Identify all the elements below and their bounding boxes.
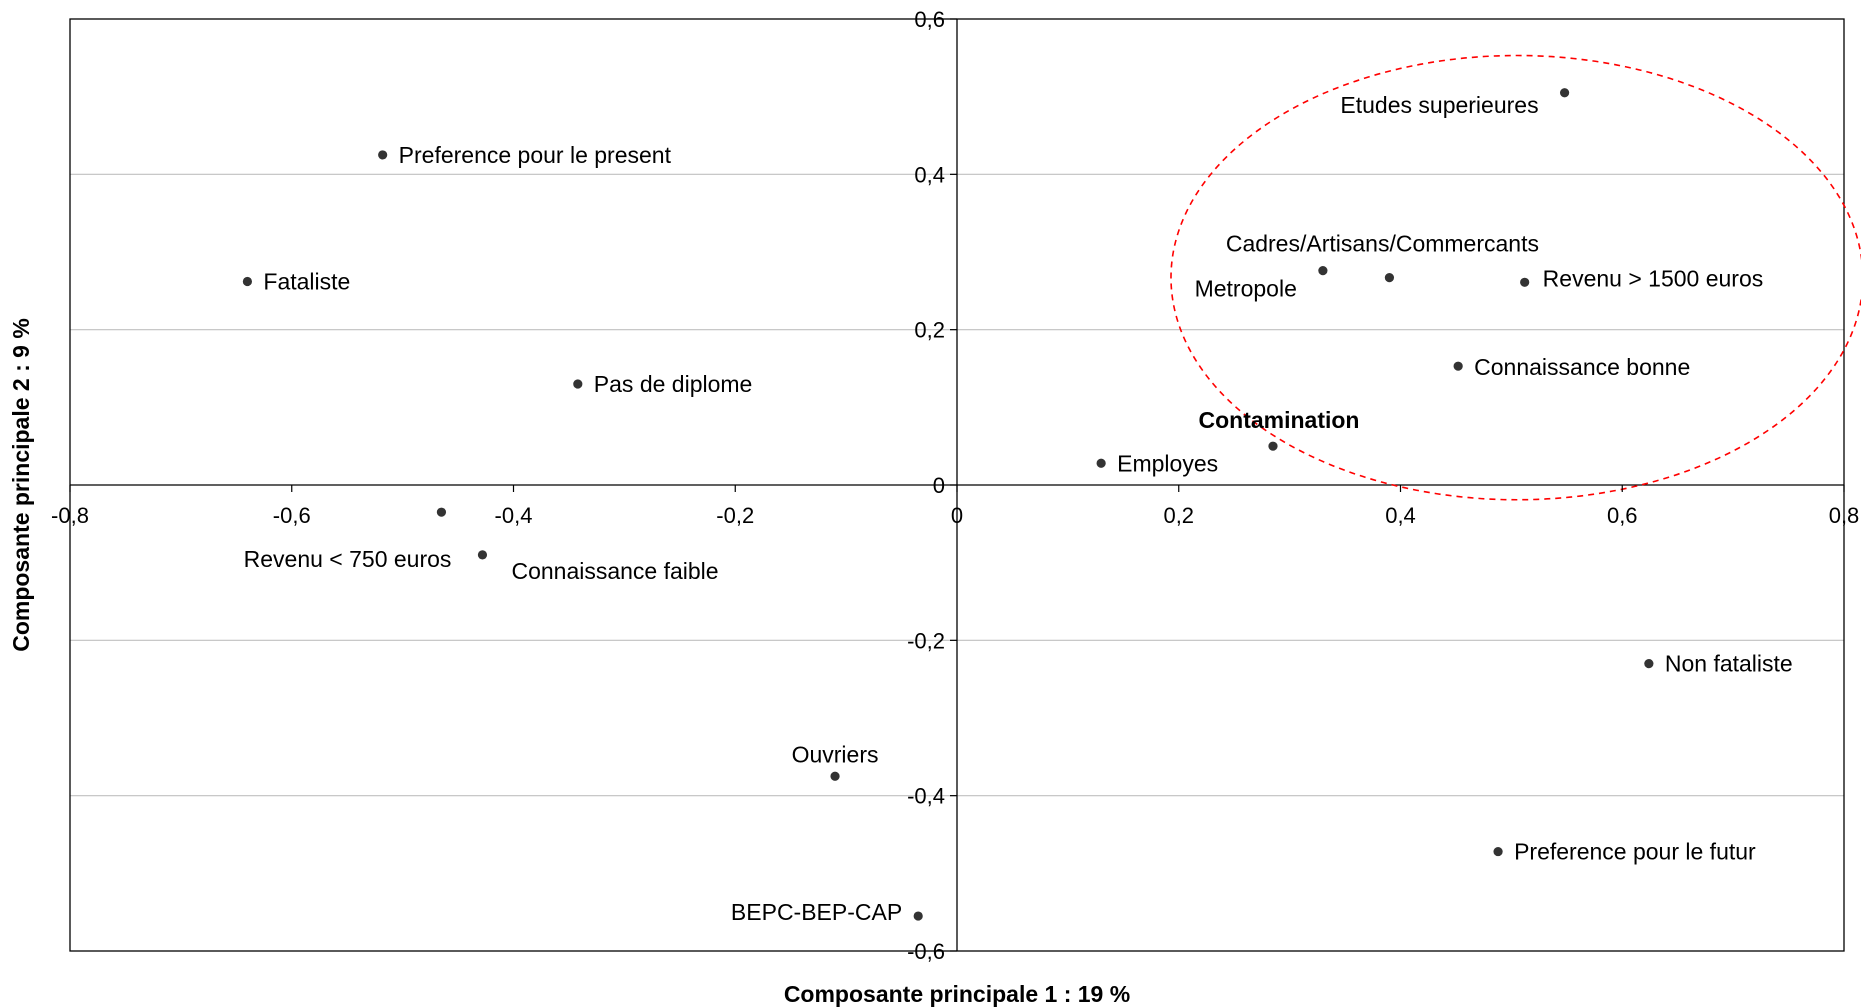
label-connaissance-bonne: Connaissance bonne <box>1474 354 1690 380</box>
point-revenu-750-euros <box>436 507 447 517</box>
point-bepc-bep-cap <box>913 911 923 921</box>
point-revenu-1500-euros <box>1520 277 1530 287</box>
point-connaissance-bonne <box>1453 361 1463 371</box>
x-tick-label: 0,4 <box>1385 503 1416 528</box>
x-tick-label: -0,4 <box>495 503 533 528</box>
x-tick-label: -0,8 <box>51 503 89 528</box>
label-revenu-750-euros: Revenu < 750 euros <box>244 546 452 572</box>
y-tick-label: 0,6 <box>914 7 945 32</box>
point-etudes-superieures <box>1559 88 1570 98</box>
highlight-ellipse <box>1170 54 1861 501</box>
point-metropole <box>1318 266 1328 276</box>
point-preference-pour-le-present <box>378 150 388 160</box>
x-tick-label: 0,8 <box>1829 503 1860 528</box>
point-connaissance-faible <box>477 550 488 560</box>
y-tick-label: -0,4 <box>907 784 945 809</box>
x-tick-label: 0 <box>951 503 963 528</box>
point-employes <box>1096 458 1106 468</box>
point-pas-de-diplome <box>573 379 583 389</box>
x-tick-label: -0,2 <box>716 503 754 528</box>
point-cadres-artisans-commercants <box>1384 273 1395 283</box>
point-labels: Preference pour le present Fataliste Pas d… <box>244 92 1793 925</box>
x-axis-title: Composante principale 1 : 19 % <box>784 981 1130 1007</box>
label-fataliste: Fataliste <box>263 269 350 295</box>
label-preference-pour-le-futur: Preference pour le futur <box>1514 839 1756 865</box>
label-revenu-1500-euros: Revenu > 1500 euros <box>1543 265 1764 291</box>
label-bepc-bep-cap: BEPC-BEP-CAP <box>731 899 902 925</box>
label-metropole: Metropole <box>1195 276 1297 302</box>
x-tick-label: 0,2 <box>1163 503 1194 528</box>
point-non-fataliste <box>1644 659 1654 669</box>
y-axis-title: Composante principale 2 : 9 % <box>8 318 34 652</box>
label-non-fataliste: Non fataliste <box>1665 651 1793 677</box>
point-preference-pour-le-futur <box>1493 846 1503 857</box>
y-tick-label: 0,4 <box>914 162 945 187</box>
x-tick-label: -0,6 <box>273 503 311 528</box>
label-contamination: Contamination <box>1198 407 1359 433</box>
data-points <box>242 88 1654 921</box>
x-tick-label: 0,6 <box>1607 503 1638 528</box>
y-tick-label: -0,6 <box>907 939 945 964</box>
label-cadres-artisans-commercants: Cadres/Artisans/Commercants <box>1226 231 1539 257</box>
label-employes: Employes <box>1117 450 1218 476</box>
label-preference-pour-le-present: Preference pour le present <box>399 142 672 168</box>
y-tick-label: 0,2 <box>914 318 945 343</box>
y-tick-label: 0 <box>933 473 945 498</box>
label-ouvriers: Ouvriers <box>792 741 879 767</box>
y-tick-label: -0,2 <box>907 628 945 653</box>
label-pas-de-diplome: Pas de diplome <box>594 371 753 397</box>
label-etudes-superieures: Etudes superieures <box>1340 92 1538 118</box>
tick-labels: -0,8 -0,6 -0,4 -0,2 0 0,2 0,4 0,6 0,8 -0,6 -0,4 -0,… <box>51 7 1859 964</box>
highlight-ellipse-group <box>1170 54 1861 501</box>
point-fataliste <box>242 276 252 287</box>
point-contamination <box>1268 441 1278 451</box>
point-ouvriers <box>830 771 840 781</box>
label-connaissance-faible: Connaissance faible <box>511 558 718 584</box>
